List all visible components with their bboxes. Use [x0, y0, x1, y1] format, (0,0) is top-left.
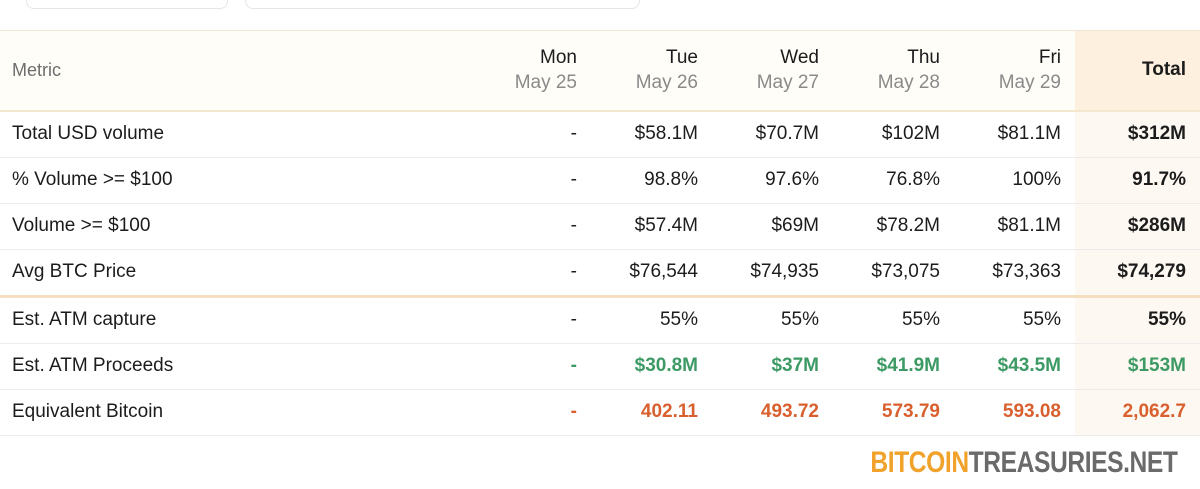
row-total: 55%	[1075, 296, 1200, 344]
cell-value: 97.6%	[712, 157, 833, 204]
day-column-header: Thu May 28	[833, 30, 954, 112]
row-total: $153M	[1075, 343, 1200, 390]
brand-part-2: TREASURIES	[969, 446, 1124, 479]
day-of-week: Thu	[907, 47, 940, 69]
metric-column-header: Metric	[0, 30, 470, 112]
brand-part-1: BITCOIN	[870, 446, 970, 479]
day-of-week: Mon	[540, 47, 577, 69]
day-date: May 25	[514, 72, 577, 94]
cell-value: $58.1M	[591, 110, 712, 158]
day-date: May 26	[635, 72, 698, 94]
cell-value: -	[470, 157, 591, 204]
cell-value: 402.11	[591, 389, 712, 436]
control-stub-right[interactable]	[245, 0, 640, 9]
table-row: Equivalent Bitcoin - 402.11 493.72 573.7…	[0, 389, 1200, 436]
day-column-header: Fri May 29	[954, 30, 1075, 112]
day-column-header: Mon May 25	[470, 30, 591, 112]
cell-value: 98.8%	[591, 157, 712, 204]
cell-value: $76,544	[591, 249, 712, 298]
row-label: Est. ATM capture	[0, 296, 470, 344]
cell-value: 55%	[833, 296, 954, 344]
row-label: Total USD volume	[0, 110, 470, 158]
cell-value: $37M	[712, 343, 833, 390]
row-total: $74,279	[1075, 249, 1200, 298]
row-label: % Volume >= $100	[0, 157, 470, 204]
cell-value: -	[470, 110, 591, 158]
table-row: Volume >= $100 - $57.4M $69M $78.2M $81.…	[0, 203, 1200, 250]
day-column-header: Wed May 27	[712, 30, 833, 112]
cell-value: $74,935	[712, 249, 833, 298]
row-total: $286M	[1075, 203, 1200, 250]
cell-value: 493.72	[712, 389, 833, 436]
table-row: Est. ATM capture - 55% 55% 55% 55% 55%	[0, 296, 1200, 344]
cell-value: $69M	[712, 203, 833, 250]
control-stub-left[interactable]	[26, 0, 228, 9]
cell-value: $41.9M	[833, 343, 954, 390]
cell-value: -	[470, 249, 591, 298]
cell-value: 76.8%	[833, 157, 954, 204]
cell-value: 55%	[591, 296, 712, 344]
brand-logo: BITCOINTREASURIES.NET	[870, 446, 1179, 480]
table-row: % Volume >= $100 - 98.8% 97.6% 76.8% 100…	[0, 157, 1200, 204]
cell-value: 573.79	[833, 389, 954, 436]
row-total: 91.7%	[1075, 157, 1200, 204]
cell-value: $78.2M	[833, 203, 954, 250]
table-header-row: Metric Mon May 25 Tue May 26 Wed May 27 Thu…	[0, 30, 1200, 112]
table-row: Avg BTC Price - $76,544 $74,935 $73,075 …	[0, 249, 1200, 298]
table-row: Est. ATM Proceeds - $30.8M $37M $41.9M $…	[0, 343, 1200, 390]
cell-value: $81.1M	[954, 110, 1075, 158]
cell-value: 55%	[954, 296, 1075, 344]
cell-value: -	[470, 296, 591, 344]
table-row: Total USD volume - $58.1M $70.7M $102M $…	[0, 110, 1200, 158]
row-total: $312M	[1075, 110, 1200, 158]
row-label: Avg BTC Price	[0, 249, 470, 298]
brand-part-3: .NET	[1123, 446, 1179, 479]
cell-value: $30.8M	[591, 343, 712, 390]
day-date: May 29	[998, 72, 1061, 94]
day-of-week: Fri	[1038, 47, 1061, 69]
row-total: 2,062.7	[1075, 389, 1200, 436]
cell-value: $43.5M	[954, 343, 1075, 390]
metrics-table: Metric Mon May 25 Tue May 26 Wed May 27 Thu…	[0, 30, 1200, 436]
cell-value: $57.4M	[591, 203, 712, 250]
cell-value: $70.7M	[712, 110, 833, 158]
cell-value: -	[470, 389, 591, 436]
day-of-week: Wed	[780, 47, 819, 69]
cell-value: 593.08	[954, 389, 1075, 436]
row-label: Volume >= $100	[0, 203, 470, 250]
cell-value: 55%	[712, 296, 833, 344]
day-date: May 27	[756, 72, 819, 94]
top-controls-strip	[0, 0, 1200, 24]
total-column-header: Total	[1075, 30, 1200, 112]
day-column-header: Tue May 26	[591, 30, 712, 112]
cell-value: $102M	[833, 110, 954, 158]
day-of-week: Tue	[665, 47, 698, 69]
cell-value: $81.1M	[954, 203, 1075, 250]
cell-value: -	[470, 203, 591, 250]
cell-value: 100%	[954, 157, 1075, 204]
cell-value: $73,363	[954, 249, 1075, 298]
cell-value: $73,075	[833, 249, 954, 298]
row-label: Est. ATM Proceeds	[0, 343, 470, 390]
day-date: May 28	[877, 72, 940, 94]
cell-value: -	[470, 343, 591, 390]
row-label: Equivalent Bitcoin	[0, 389, 470, 436]
